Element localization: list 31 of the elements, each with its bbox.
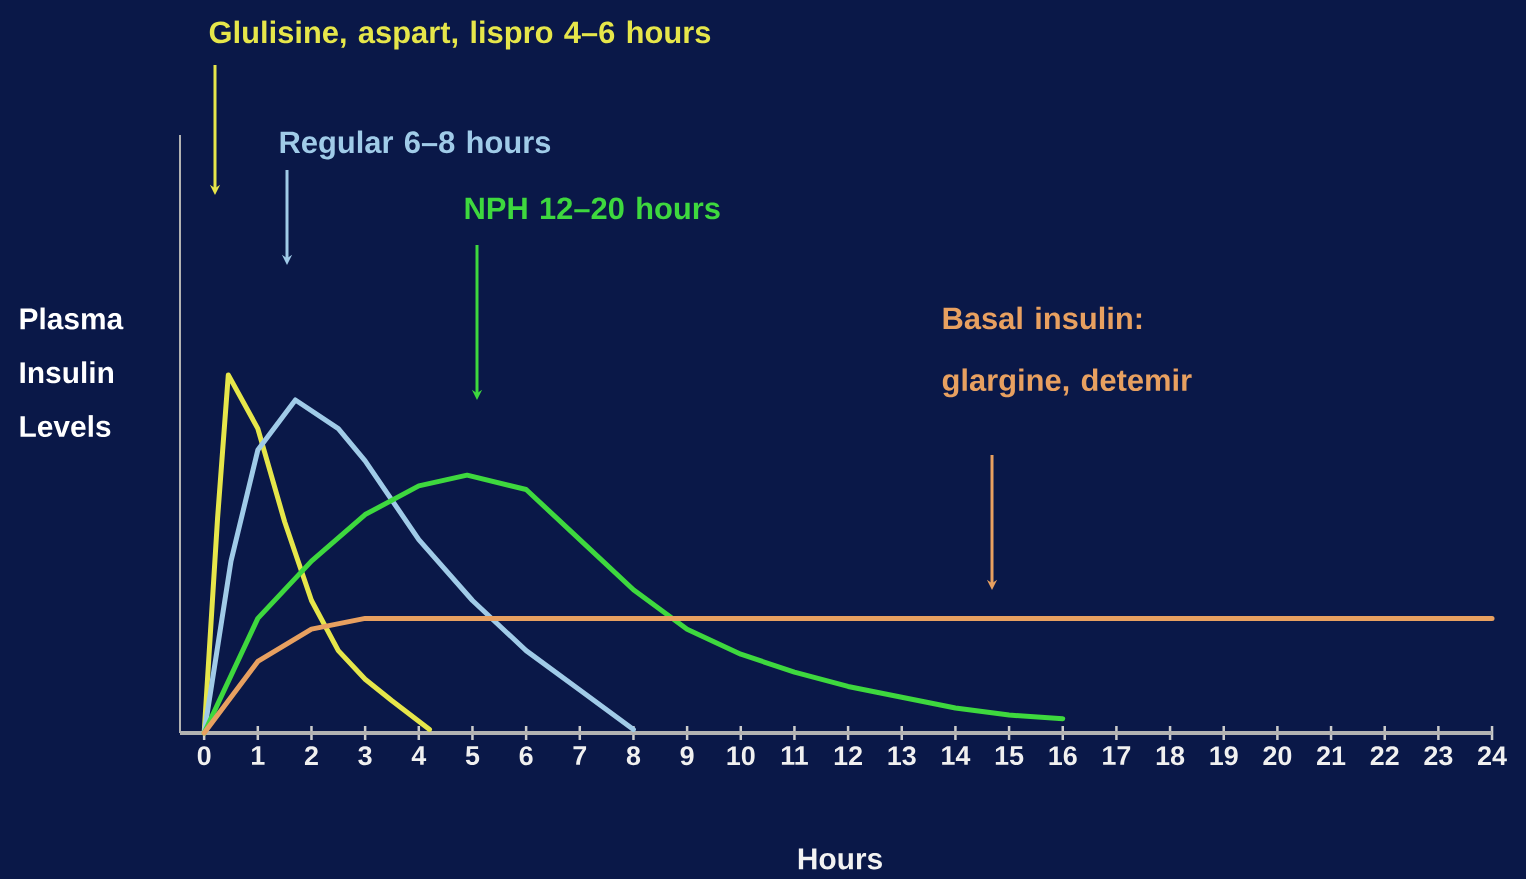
x-tick-label: 8 xyxy=(626,746,641,766)
x-tick-label: 19 xyxy=(1210,746,1238,766)
text: Regular 6–8 hours xyxy=(280,130,551,160)
x-tick-label: 20 xyxy=(1263,746,1292,766)
x-axis-title: Hours xyxy=(798,848,882,870)
x-tick-label: 11 xyxy=(781,746,808,765)
x-tick-label: 17 xyxy=(1103,746,1131,765)
x-tick-label: 2 xyxy=(304,746,318,765)
x-tick-label: 1 xyxy=(252,746,265,765)
x-tick-label: 23 xyxy=(1424,746,1453,766)
x-tick-label: 5 xyxy=(465,746,480,765)
x-tick-label: 14 xyxy=(942,746,971,765)
x-tick-label: 4 xyxy=(411,746,427,765)
x-tick-label: 21 xyxy=(1317,746,1346,765)
x-tick-label: 9 xyxy=(680,746,694,766)
x-tick-label: 12 xyxy=(834,746,862,765)
x-tick-label: 0 xyxy=(197,746,211,766)
x-tick-label: 16 xyxy=(1049,746,1077,766)
x-tick-label: 18 xyxy=(1156,746,1185,766)
x-tick-label: 6 xyxy=(519,746,533,766)
x-tick-label: 10 xyxy=(727,746,755,766)
x-tick-label: 13 xyxy=(888,746,916,766)
x-tick-label: 7 xyxy=(573,746,587,765)
y-axis-title: Plasma Insulin Levels xyxy=(20,307,124,438)
x-tick-label: 3 xyxy=(358,746,372,766)
text: NPH 12–20 hours xyxy=(465,196,720,220)
text: Basal insulin: glargine, detemir xyxy=(942,306,1192,398)
x-tick-label: 22 xyxy=(1370,746,1399,765)
text: Glulisine, aspart, lispro 4–6 hours xyxy=(209,20,711,50)
x-tick-label: 24 xyxy=(1478,746,1507,765)
x-tick-label: 15 xyxy=(995,746,1024,765)
